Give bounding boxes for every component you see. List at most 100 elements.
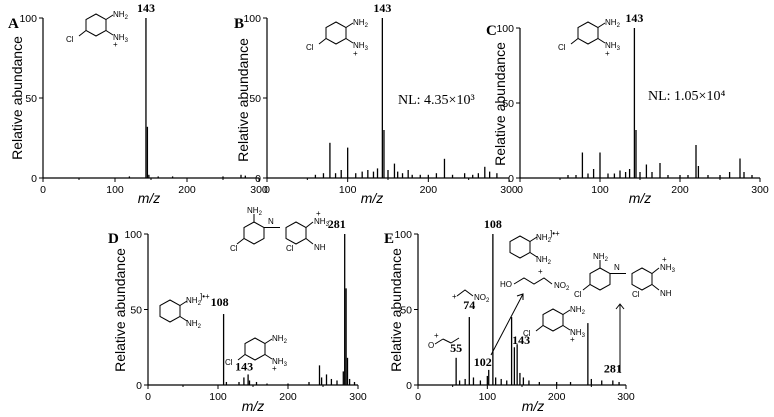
x-tick-label: 300: [617, 391, 635, 403]
svg-text:Cl: Cl: [558, 43, 566, 52]
x-tick-label: 0: [145, 391, 151, 403]
x-tick-label: 100: [209, 391, 227, 403]
svg-text:N: N: [614, 263, 620, 272]
structure-dimer: NH2 N Cl Cl NH3 + NH: [230, 206, 330, 253]
svg-text:NH3: NH3: [570, 328, 586, 339]
marks-d: 281 108 143: [211, 217, 356, 385]
x-tick-label: 200: [279, 391, 297, 403]
panel-letter-a: A: [8, 16, 19, 32]
peak-label: 55: [450, 341, 462, 355]
svg-text:NO2: NO2: [474, 293, 490, 304]
y-tick-label: 50: [130, 305, 142, 317]
svg-text:Cl: Cl: [230, 244, 238, 253]
y-tick-label: 0: [31, 173, 37, 185]
svg-text:+: +: [452, 292, 457, 301]
svg-text:NH3: NH3: [353, 41, 369, 52]
axes-e: 0 100 200 300 0 50 100: [394, 229, 634, 403]
svg-text:+: +: [272, 364, 277, 373]
peak-label: 281: [328, 217, 346, 231]
svg-text:NH2: NH2: [272, 334, 288, 345]
marks-a: 143: [128, 1, 246, 178]
x-tick-label: 300: [500, 184, 518, 196]
x-axis-label: m/z: [522, 398, 545, 414]
y-tick-label: 50: [400, 305, 412, 317]
axes-d: 0 100 200 300 0 50 100: [124, 229, 366, 403]
y-tick-label: 50: [25, 93, 37, 105]
svg-text:+: +: [662, 255, 667, 264]
y-tick-label: 0: [508, 173, 514, 185]
neutral-loss-label: NL: 4.35×10³: [398, 93, 475, 108]
x-tick-label: 100: [106, 184, 124, 196]
svg-text:Cl: Cl: [66, 35, 74, 44]
structure-acylium: O +: [428, 331, 460, 350]
svg-text:+: +: [434, 331, 439, 340]
y-axis-label: Relative abundance: [9, 36, 25, 160]
x-tick-label: 0: [415, 391, 421, 403]
x-tick-label: 200: [420, 184, 438, 196]
svg-text:Cl: Cl: [574, 290, 582, 299]
panel-a: A Relative abundance m/z 0 100 200 30005010…: [8, 1, 268, 206]
structure-hydroxy-nitroalkene: HO + NO2: [500, 267, 570, 292]
y-axis-label: Relative abundance: [112, 248, 128, 372]
peak-label: 281: [604, 361, 622, 375]
structure-nitro-fragment: + NO2: [452, 289, 490, 304]
y-tick-label: 100: [243, 13, 261, 25]
x-tick-label: 100: [479, 391, 497, 403]
y-tick-label: 100: [496, 23, 514, 35]
svg-text:NH2: NH2: [570, 305, 586, 316]
structure-dimer: NH2 N Cl Cl NH3 + NH: [574, 252, 676, 299]
marks-b: 143: [314, 1, 498, 178]
structure-chloro-diamine: NH2 NH3 + Cl: [66, 10, 129, 49]
svg-text:+: +: [605, 49, 610, 58]
peak-label: 102: [474, 355, 492, 369]
svg-text:NH3: NH3: [314, 217, 330, 228]
svg-text:]•+: ]•+: [550, 229, 560, 238]
svg-text:O: O: [428, 341, 434, 350]
panel-e: E Relative abundance m/z 0 100 200 300 0 50 10…: [384, 217, 676, 414]
svg-text:+: +: [353, 49, 358, 58]
svg-text:NH2: NH2: [186, 296, 202, 307]
svg-text:NH2: NH2: [247, 206, 263, 217]
neutral-loss-label: NL: 1.05×10⁴: [648, 89, 725, 104]
annotation-arrows: [490, 293, 625, 373]
peak-label: 143: [137, 1, 155, 15]
svg-text:NH2: NH2: [536, 255, 552, 266]
peak-label: 143: [235, 359, 253, 373]
svg-text:N: N: [268, 217, 274, 226]
svg-text:+: +: [538, 267, 543, 276]
panel-letter-e: E: [384, 231, 394, 247]
peak-label: 143: [512, 333, 530, 347]
peak-label: 108: [211, 295, 229, 309]
svg-text:NH2: NH2: [113, 10, 129, 21]
svg-text:NH: NH: [660, 289, 672, 298]
x-tick-label: 0: [264, 184, 270, 196]
y-axis-label: Relative abundance: [235, 38, 251, 162]
y-tick-label: 100: [124, 229, 142, 241]
x-tick-label: 0: [517, 184, 523, 196]
y-tick-label: 50: [249, 93, 261, 105]
marks-c: 143: [567, 11, 753, 178]
structure-phenylenediamine-cation: NH2 ]•+ NH2: [509, 229, 560, 266]
x-tick-label: 300: [250, 184, 268, 196]
peak-label: 74: [463, 298, 475, 312]
panel-d: D Relative abundance m/z 0 100 200 300 0 50 10…: [108, 206, 367, 414]
svg-text:NH3: NH3: [605, 41, 621, 52]
marks-e: 108 74 55 102 143 281: [450, 217, 622, 385]
peak-label: 143: [373, 1, 391, 15]
svg-text:NH3: NH3: [660, 263, 676, 274]
structure-phenylenediamine-cation: NH2 ]•+ NH2: [159, 292, 210, 330]
svg-text:NH2: NH2: [536, 233, 552, 244]
x-tick-label: 200: [548, 391, 566, 403]
peak-label: 108: [484, 217, 502, 231]
x-axis-label: m/z: [242, 398, 265, 414]
svg-text:+: +: [570, 335, 575, 344]
svg-text:NH3: NH3: [113, 33, 129, 44]
x-axis-label: m/z: [361, 190, 384, 206]
svg-text:+: +: [316, 209, 321, 218]
x-tick-label: 200: [671, 184, 689, 196]
y-tick-label: 100: [394, 229, 412, 241]
panel-letter-d: D: [108, 231, 119, 247]
